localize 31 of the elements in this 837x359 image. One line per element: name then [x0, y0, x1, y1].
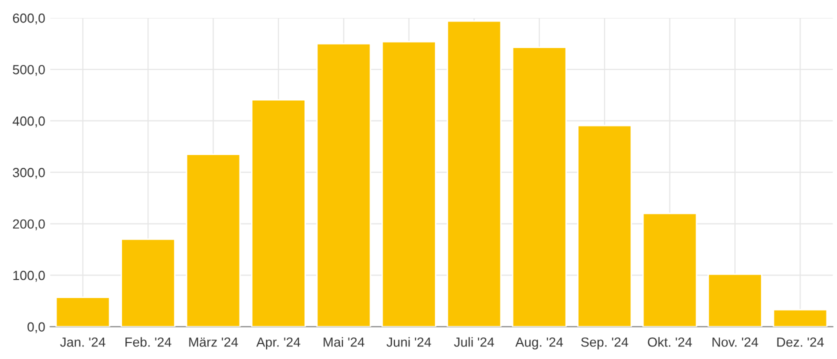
x-tick-label: Feb. '24	[125, 337, 172, 347]
x-tick-label: März '24	[189, 337, 238, 347]
bar	[512, 46, 567, 327]
y-tick-label: 300,0	[12, 168, 45, 179]
x-tick-label: Sep. '24	[581, 337, 628, 350]
y-tick-label: 500,0	[12, 64, 45, 76]
x-tick-label: Juli '24	[454, 337, 494, 347]
y-tick-label: 0,0	[28, 322, 45, 334]
bar	[120, 238, 176, 327]
x-tick-label: Mai '24	[324, 337, 364, 347]
bar	[186, 154, 241, 327]
x-tick-label: Aug. '24	[515, 337, 563, 350]
x-tick-label: Juni '24	[386, 337, 432, 347]
bar	[772, 309, 828, 327]
y-tick-label: 400,0	[12, 116, 45, 128]
bar	[381, 40, 436, 327]
bar	[446, 20, 502, 327]
y-tick-label: 200,0	[13, 219, 45, 230]
y-tick-label: 100,0	[13, 270, 45, 282]
x-tick-label: Dez. '24	[777, 337, 824, 347]
y-tick-label: 600,0	[13, 14, 45, 24]
bar	[316, 42, 372, 327]
x-tick-label: Apr. '24	[256, 337, 300, 350]
bar	[708, 274, 762, 327]
x-tick-label: Nov. '24	[712, 337, 758, 347]
bar	[642, 212, 698, 327]
bar	[577, 124, 632, 327]
x-tick-label: Jan. '24	[60, 337, 106, 347]
bar	[55, 296, 110, 327]
bar	[251, 99, 306, 327]
x-tick-label: Okt. '24	[648, 337, 692, 347]
